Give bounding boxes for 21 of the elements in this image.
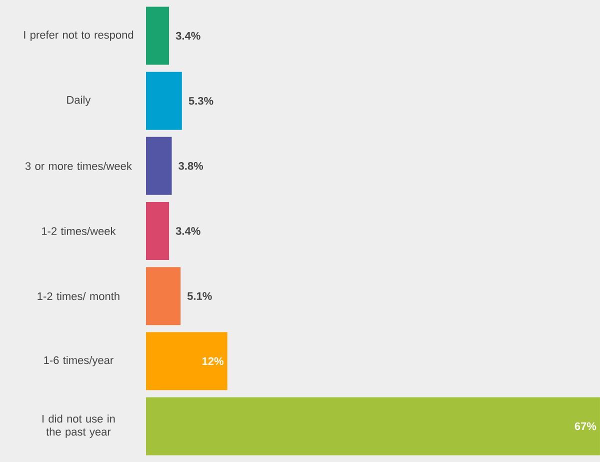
y-tick-label: 3 or more times/week [25,162,132,170]
data-label: 5.3% [188,96,214,105]
data-label: 3.8% [178,162,204,170]
data-label: 3.4% [176,227,200,235]
y-tick-label: Daily [67,96,91,106]
bar [146,6,170,65]
bar [146,267,181,326]
bar [146,72,182,130]
bar [146,332,228,390]
bar [146,397,600,456]
bar [146,136,172,195]
data-label: 12% [202,357,224,366]
y-tick-label: I prefer not to respond [24,30,134,41]
y-tick-label: 1-2 times/week [42,226,116,236]
data-label: 3.4% [176,32,200,40]
y-tick-label: I did not use in the past year [42,414,115,438]
data-label: 5.1% [187,292,212,300]
data-label: 67% [574,422,596,430]
bar [146,202,170,260]
y-tick-label: 1-6 times/year [44,356,114,366]
y-tick-label: 1-2 times/ month [38,292,120,300]
